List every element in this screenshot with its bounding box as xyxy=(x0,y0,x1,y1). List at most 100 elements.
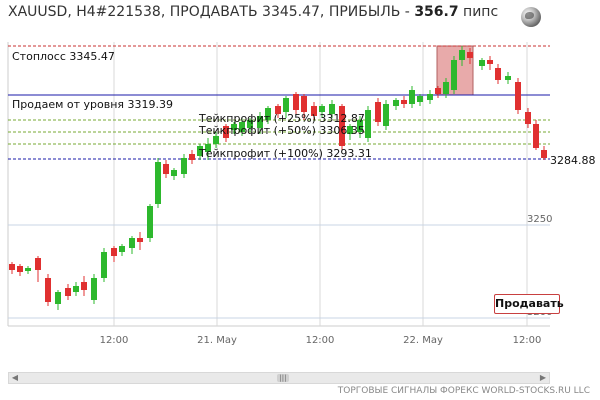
candle-body xyxy=(81,282,87,290)
candle-down xyxy=(17,264,23,276)
candle-down xyxy=(65,284,71,300)
candle-down xyxy=(137,232,143,250)
candle-body xyxy=(417,96,423,102)
candle-up xyxy=(265,106,271,124)
candle-down xyxy=(311,102,317,120)
candle-up xyxy=(181,154,187,178)
candle-down xyxy=(401,96,407,108)
candle-body xyxy=(339,106,345,146)
candle-up xyxy=(147,204,153,242)
candle-body xyxy=(283,98,289,112)
candle-up xyxy=(383,100,389,130)
candle-body xyxy=(247,120,253,128)
entry-label: Продаем от уровня 3319.39 xyxy=(12,98,173,111)
candle-up xyxy=(459,46,465,66)
candle-body xyxy=(505,76,511,80)
candle-up xyxy=(231,122,237,134)
profit-value: 356.7 xyxy=(414,4,459,20)
sell-button[interactable]: Продавать xyxy=(494,294,564,314)
candle-body xyxy=(515,82,521,110)
candle-up xyxy=(101,248,107,282)
candle-body xyxy=(163,164,169,174)
candle-body xyxy=(533,124,539,148)
candle-body xyxy=(383,104,389,126)
candle-up xyxy=(171,168,177,180)
candle-up xyxy=(409,86,415,108)
candle-up xyxy=(357,116,363,138)
candle-body xyxy=(319,106,325,112)
candle-body xyxy=(265,108,271,120)
candle-up xyxy=(393,98,399,110)
candle-body xyxy=(171,170,177,176)
title-prefix: XAUUSD, H4#221538, ПРОДАВАТЬ 3345.47, ПР… xyxy=(8,4,415,20)
candle-up xyxy=(347,124,353,140)
current-price-label: 3284.88 xyxy=(550,154,596,167)
candle-down xyxy=(339,104,345,150)
candle-down xyxy=(301,94,307,120)
candle-body xyxy=(451,60,457,90)
candle-up xyxy=(365,106,371,142)
candle-body xyxy=(329,104,335,114)
candle-body xyxy=(17,266,23,272)
candle-down xyxy=(35,256,41,282)
candle-up xyxy=(213,132,219,148)
candle-down xyxy=(163,160,169,178)
candle-down xyxy=(375,98,381,126)
candle-body xyxy=(257,116,263,128)
price-label-3250: 3250 xyxy=(527,214,552,225)
candle-body xyxy=(487,60,493,64)
candle-body xyxy=(275,106,281,114)
candle-body xyxy=(375,102,381,122)
candle-body xyxy=(239,122,245,132)
candle-up xyxy=(329,100,335,118)
stoploss-label: Стоплосс 3345.47 xyxy=(12,50,115,63)
candle-down xyxy=(487,56,493,70)
candle-body xyxy=(525,112,531,124)
time-label: 21. May xyxy=(197,335,237,346)
candle-up xyxy=(257,112,263,134)
candle-up xyxy=(55,290,61,310)
candle-up xyxy=(73,282,79,296)
candle-body xyxy=(205,144,211,152)
candle-body xyxy=(137,238,143,242)
candle-down xyxy=(223,124,229,142)
horizontal-scrollbar[interactable]: ◀ ||| ▶ xyxy=(8,372,550,384)
candle-down xyxy=(541,146,547,160)
candle-body xyxy=(147,206,153,238)
candles xyxy=(9,46,547,310)
scroll-right-icon[interactable]: ▶ xyxy=(539,373,547,382)
candle-down xyxy=(45,274,51,306)
globe-icon[interactable] xyxy=(521,7,541,27)
candle-body xyxy=(311,106,317,116)
time-label: 12:00 xyxy=(306,335,335,346)
candle-body xyxy=(365,110,371,138)
candle-up xyxy=(451,56,457,94)
chart-title: XAUUSD, H4#221538, ПРОДАВАТЬ 3345.47, ПР… xyxy=(8,4,498,20)
candle-body xyxy=(45,278,51,302)
candle-body xyxy=(357,120,363,132)
candle-down xyxy=(9,262,15,274)
candle-up xyxy=(155,158,161,208)
candle-body xyxy=(467,52,473,58)
scroll-left-icon[interactable]: ◀ xyxy=(11,373,19,382)
candle-up xyxy=(25,266,31,274)
candle-body xyxy=(409,90,415,104)
candle-body xyxy=(181,158,187,174)
candle-down xyxy=(111,246,117,262)
candle-down xyxy=(189,150,195,164)
candle-down xyxy=(495,64,501,84)
candle-body xyxy=(35,258,41,270)
scroll-thumb[interactable]: ||| xyxy=(277,374,289,382)
candle-body xyxy=(155,162,161,204)
candle-up xyxy=(319,104,325,118)
tp3-label: Тейкпрофит (+100%) 3293.31 xyxy=(198,147,372,160)
candle-body xyxy=(91,278,97,300)
time-label: 22. May xyxy=(403,335,443,346)
candle-down xyxy=(81,276,87,296)
candle-body xyxy=(443,82,449,94)
candle-body xyxy=(101,252,107,278)
candle-up xyxy=(91,274,97,304)
candle-up xyxy=(427,90,433,104)
candle-body xyxy=(459,50,465,60)
